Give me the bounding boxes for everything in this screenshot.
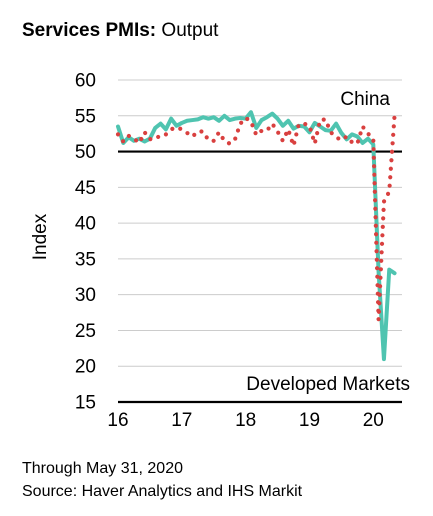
y-tick-label: 30 xyxy=(75,285,96,306)
y-axis-label: Index xyxy=(30,213,51,260)
chart-title-rest: Output xyxy=(156,20,219,41)
developed-markets-line xyxy=(116,110,397,362)
y-tick-label: 20 xyxy=(75,357,96,378)
gridlines xyxy=(118,79,402,367)
x-tick-label: 19 xyxy=(299,410,320,431)
y-tick-label: 35 xyxy=(75,249,96,270)
x-tick-label: 16 xyxy=(107,410,128,431)
label-layer: China Developed Markets xyxy=(246,89,410,395)
axis: 15 20 25 30 35 40 45 50 55 60 16 17 18 19 20 Index xyxy=(30,71,402,431)
y-tick-label: 25 xyxy=(75,321,96,342)
y-tick-label: 40 xyxy=(75,214,96,235)
chart-title: Services PMIs: Output xyxy=(22,20,218,42)
y-tick-label: 55 xyxy=(75,106,96,127)
china-line xyxy=(115,113,397,322)
x-tick-label: 18 xyxy=(235,410,256,431)
series-layer xyxy=(115,110,397,362)
developed-markets-series-label: Developed Markets xyxy=(246,374,410,395)
y-tick-label: 45 xyxy=(75,178,96,199)
footer-source: Source: Haver Analytics and IHS Markit xyxy=(22,483,303,500)
footer-date-note: Through May 31, 2020 xyxy=(22,460,183,477)
y-tick-label: 60 xyxy=(75,71,96,92)
china-series-label: China xyxy=(340,89,390,110)
y-tick-label: 50 xyxy=(75,142,96,163)
x-tick-label: 20 xyxy=(363,410,384,431)
chart-title-bold: Services PMIs: xyxy=(22,20,157,41)
x-tick-label: 17 xyxy=(171,410,192,431)
y-tick-label: 15 xyxy=(75,393,96,414)
